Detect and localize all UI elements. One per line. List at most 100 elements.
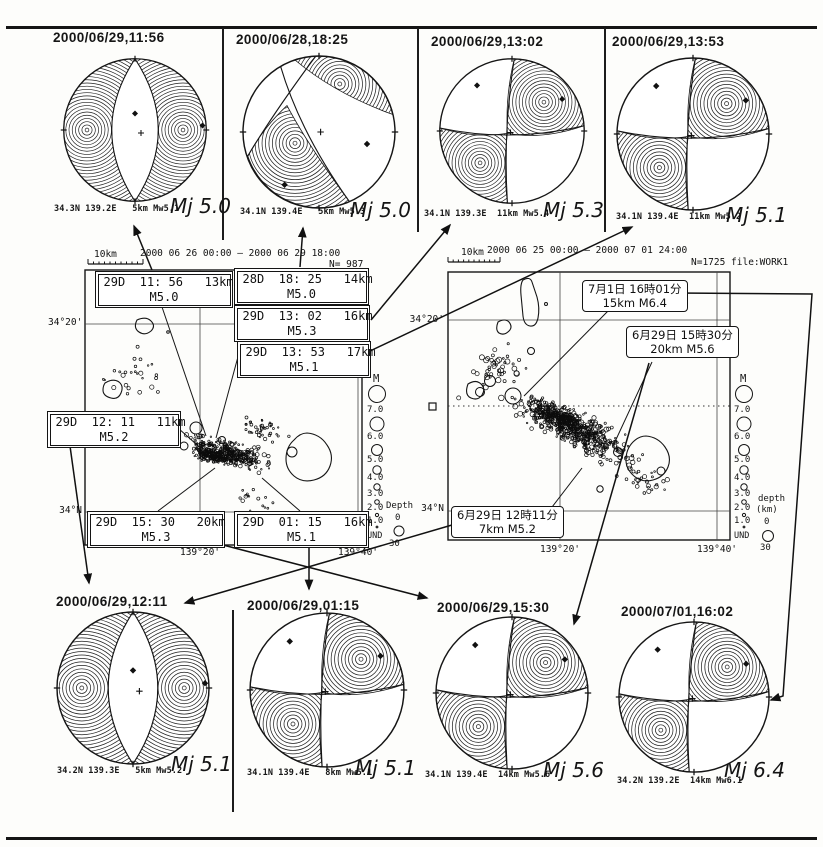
right-map-lat-bottom: 34°N — [421, 503, 444, 514]
svg-text:1.0: 1.0 — [734, 516, 750, 526]
svg-text:5.0: 5.0 — [734, 455, 750, 465]
focal-mj-1156: Mj 5.0 — [170, 194, 231, 218]
island-coastline — [465, 380, 485, 400]
svg-text:5.0: 5.0 — [367, 455, 383, 465]
center-cross — [507, 129, 514, 136]
callout-jp-0629-1530: 6月29日 15時30分 20km M5.6 — [626, 326, 739, 358]
large-event-circle — [189, 421, 203, 435]
right-magnitude-legend: M 7.0 6.0 5.0 4.0 3.0 2.0 1.0 UND depth(km) 0 30 — [734, 373, 785, 553]
right-map-count: N=1725 file:WORK1 — [691, 257, 789, 268]
epicenter-scatter — [456, 342, 670, 495]
svg-text:0: 0 — [395, 513, 400, 523]
focal-title-1602: 2000/07/01,16:02 — [621, 604, 734, 619]
callout-1302: 29D 13: 02 16km M5.3 — [234, 305, 373, 342]
focal-mechanism-1302 — [436, 55, 588, 207]
left-map — [84, 259, 363, 546]
focal-caption-1302: 34.1N 139.3E 11km Mw5.4 — [424, 209, 550, 219]
svg-text:0: 0 — [764, 517, 769, 527]
bottom-rule — [6, 837, 817, 840]
pt-axis-marker — [132, 110, 138, 117]
separator-top-2 — [417, 28, 419, 232]
left-map-scale-label: 10km — [94, 249, 117, 260]
island-coastline — [625, 435, 671, 482]
svg-text:4.0: 4.0 — [734, 473, 750, 483]
focal-mj-1602: Mj 6.4 — [724, 758, 785, 782]
center-cross — [507, 691, 514, 698]
large-event-circle — [596, 485, 604, 493]
top-rule — [6, 26, 817, 29]
epicenter-scatter — [102, 344, 298, 512]
right-map — [447, 257, 731, 541]
nodal-plane — [686, 57, 696, 211]
nodal-plane — [616, 127, 770, 139]
left-map-lat-top: 34°20' — [48, 317, 83, 328]
left-map-lon-right: 139°40' — [337, 547, 379, 558]
callout-0115: 29D 01: 15 16km M5.1 — [234, 511, 373, 548]
svg-text:M: M — [740, 373, 746, 385]
focal-mechanism-1156 — [60, 55, 210, 205]
svg-text:Depth: Depth — [386, 501, 413, 511]
right-map-scale-label: 10km — [461, 247, 484, 258]
focal-caption-1211: 34.2N 139.3E 5km Mw5.2 — [57, 766, 183, 776]
center-cross — [136, 688, 143, 695]
svg-text:1.0: 1.0 — [367, 516, 383, 526]
focal-mechanism-1602 — [615, 618, 773, 776]
callout-1211: 29D 12: 11 11km M5.2 — [47, 411, 186, 448]
svg-text:7.0: 7.0 — [734, 405, 750, 415]
focal-title-1302: 2000/06/29,13:02 — [431, 34, 544, 49]
nodal-plane — [435, 686, 589, 698]
nodal-plane — [280, 66, 350, 202]
right-map-lon-left: 139°20' — [539, 544, 581, 555]
focal-mj-1530: Mj 5.6 — [543, 758, 604, 782]
large-event-circle — [656, 466, 666, 476]
right-map-period: 2000 06 25 00:00 — 2000 07 01 24:00 — [487, 245, 688, 256]
svg-text:depth: depth — [758, 494, 785, 504]
nodal-plane — [505, 58, 515, 204]
pt-axis-marker — [377, 652, 384, 660]
focal-mechanism-1825 — [239, 52, 399, 212]
focal-mj-1302: Mj 5.3 — [543, 198, 604, 222]
focal-caption-1156: 34.3N 139.2E 5km Mw5.1 — [54, 204, 180, 214]
large-event-circle — [218, 436, 226, 444]
focal-mj-1825: Mj 5.0 — [350, 198, 411, 222]
separator-top-1 — [222, 28, 224, 240]
focal-mechanism-1353 — [613, 54, 773, 214]
nodal-plane — [687, 621, 697, 773]
nodal-plane — [247, 55, 317, 157]
svg-text:2.0: 2.0 — [734, 503, 750, 513]
large-event-circle — [529, 399, 543, 413]
island-coastline — [102, 379, 123, 399]
large-event-circle — [286, 446, 298, 458]
svg-text:UND: UND — [367, 531, 382, 541]
svg-text:30: 30 — [760, 543, 771, 553]
pt-axis-marker — [199, 122, 206, 129]
focal-title-1530: 2000/06/29,15:30 — [437, 600, 550, 615]
large-event-circle — [238, 453, 248, 463]
large-event-circle — [527, 347, 535, 355]
annotation-arrows — [69, 223, 813, 702]
pt-axis-marker — [472, 641, 479, 649]
focal-caption-1602: 34.2N 139.2E 14km Mw6.1 — [617, 776, 743, 786]
focal-mj-1211: Mj 5.1 — [171, 752, 232, 776]
focal-title-1825: 2000/06/28,18:25 — [236, 32, 349, 47]
nodal-plane — [134, 58, 159, 202]
nodal-plane — [111, 58, 136, 202]
callout-pointer-lines — [157, 304, 653, 512]
left-magnitude-legend: M 7.0 6.0 5.0 4.0 3.0 2.0 1.0 UND Depth 0 30 — [367, 373, 413, 549]
svg-text:4.0: 4.0 — [367, 473, 383, 483]
focal-mechanism-1211 — [53, 608, 213, 768]
island-coastline — [285, 432, 333, 482]
large-event-circle — [179, 441, 189, 451]
svg-text:6.0: 6.0 — [367, 432, 383, 442]
right-map-lon-right: 139°40' — [696, 544, 738, 555]
svg-text:(km): (km) — [756, 505, 778, 515]
border-marker — [428, 402, 437, 411]
left-map-period: 2000 06 26 00:00 — 2000 06 29 18:00 — [140, 248, 341, 259]
left-map-lat-bottom: 34°N — [59, 505, 82, 516]
island-coastline — [134, 317, 155, 335]
svg-text:3.0: 3.0 — [734, 489, 750, 499]
focal-caption-1353: 34.1N 139.4E 11km Mw5.2 — [616, 212, 742, 222]
center-cross — [688, 132, 695, 139]
